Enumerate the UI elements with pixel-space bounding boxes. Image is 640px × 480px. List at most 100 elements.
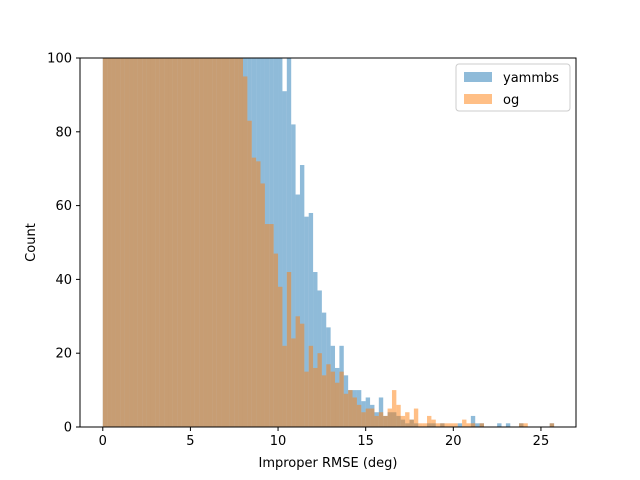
histogram-bar	[229, 58, 235, 427]
legend-label: yammbs	[503, 71, 559, 86]
histogram-bar	[159, 58, 165, 427]
histogram-bar	[216, 58, 222, 427]
histogram-bar	[453, 423, 458, 427]
y-tick-label: 40	[55, 273, 72, 288]
y-tick-label: 0	[64, 421, 72, 436]
axes-layer: 0 5 10 15 20 25 0 20 40 60 80 100	[47, 52, 577, 449]
y-tick-label: 80	[55, 125, 72, 140]
histogram-bar	[194, 58, 200, 427]
histogram-bar	[356, 404, 362, 427]
histogram-bar	[212, 58, 217, 427]
histogram-bar	[269, 224, 274, 427]
histogram-bar	[313, 272, 318, 427]
legend-swatch	[464, 72, 492, 82]
histogram-bar	[470, 423, 476, 427]
histogram-bar	[497, 423, 502, 427]
histogram-bar	[251, 157, 257, 427]
histogram-bar	[409, 419, 414, 427]
histogram-bar	[299, 165, 305, 427]
histogram-bar	[286, 58, 292, 427]
histogram-bar	[168, 58, 173, 427]
histogram-bar	[321, 312, 327, 427]
histogram-bar	[129, 58, 134, 427]
histogram-bar	[335, 382, 340, 427]
histogram-bar	[304, 371, 309, 427]
histogram-bar	[422, 423, 428, 427]
series-og	[102, 58, 555, 427]
histogram-bar	[391, 390, 397, 427]
histogram-bar	[308, 345, 314, 427]
histogram-bar	[448, 423, 454, 427]
y-tick-label: 60	[55, 199, 72, 214]
histogram-bar	[519, 423, 524, 427]
histogram-bar	[186, 58, 191, 427]
legend-label: og	[503, 93, 519, 108]
histogram-bar	[505, 423, 511, 427]
histogram-bar	[304, 216, 309, 427]
histogram-bar	[264, 224, 270, 427]
histogram-bar	[444, 423, 449, 427]
histogram-bar	[400, 415, 406, 427]
y-tick-label: 20	[55, 347, 72, 362]
histogram-bar	[523, 423, 528, 427]
histogram-bar	[405, 412, 410, 427]
histogram-bar	[124, 58, 130, 427]
histogram-bar	[155, 58, 160, 427]
x-tick-label: 5	[186, 434, 194, 449]
histogram-bar	[470, 415, 476, 427]
x-axis-label: Improper RMSE (deg)	[259, 456, 398, 471]
histogram-bar	[343, 393, 349, 427]
histogram-bar	[466, 423, 471, 427]
histogram-bar	[164, 58, 169, 427]
histogram-bar	[326, 364, 331, 427]
histogram-bar	[190, 58, 195, 427]
x-tick-label: 15	[357, 434, 374, 449]
histogram-bar	[120, 58, 125, 427]
histogram-bar	[396, 404, 401, 427]
histogram-bar	[299, 323, 305, 427]
histogram-bar	[273, 253, 279, 427]
histogram-bar	[479, 423, 484, 427]
histogram-bar	[365, 408, 371, 427]
histogram-bar	[177, 58, 182, 427]
histogram-bar	[313, 367, 318, 427]
histogram-bar	[549, 423, 555, 427]
histogram-bar	[242, 76, 248, 427]
x-tick-label: 10	[270, 434, 287, 449]
histogram-bar	[361, 412, 366, 427]
histogram-bar	[378, 412, 384, 427]
histogram-bar	[282, 345, 287, 427]
histogram-bar	[431, 419, 436, 427]
histogram-bar	[150, 58, 156, 427]
histogram-bar	[339, 371, 344, 427]
histogram-bar	[387, 408, 392, 427]
histogram-bar	[317, 353, 322, 427]
histogram-bar	[115, 58, 121, 427]
histogram-bar	[199, 58, 204, 427]
histogram-bar	[278, 58, 283, 427]
histogram-bar	[330, 371, 336, 427]
legend: yammbs og	[455, 63, 571, 112]
histogram-bar	[172, 58, 178, 427]
axes-frame	[79, 57, 577, 428]
histogram-bar	[457, 423, 463, 427]
histogram-bar	[370, 408, 375, 427]
histogram-bar	[291, 338, 296, 427]
histogram-bar	[247, 120, 252, 427]
histogram-bar	[133, 58, 138, 427]
histogram-bar	[383, 415, 388, 427]
histogram-bar	[256, 161, 261, 427]
x-tick-label: 25	[533, 434, 550, 449]
histogram-bar	[295, 316, 300, 427]
histogram-bar	[435, 423, 441, 427]
histogram-bar	[273, 58, 279, 427]
bars-layer	[102, 58, 555, 427]
histogram-bar	[321, 375, 327, 427]
histogram-bar	[295, 194, 300, 427]
legend-swatch	[464, 94, 492, 104]
histogram-bar	[203, 58, 208, 427]
histogram-bar	[286, 272, 292, 427]
histogram-bar	[207, 58, 213, 427]
histogram-bar	[440, 423, 445, 427]
